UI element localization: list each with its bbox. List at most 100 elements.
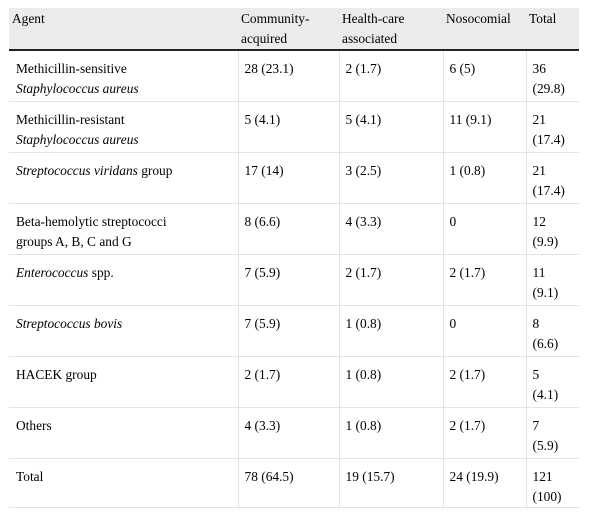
total-value: 21 xyxy=(532,111,546,127)
agent-cell: Others xyxy=(9,407,238,459)
health-care-associated-cell: 4 (3.3) xyxy=(338,203,443,255)
agent-cell: Enterococcus spp. xyxy=(9,254,238,306)
table-body: Methicillin-sensitive Staphylococcus aure… xyxy=(9,50,579,508)
total-cell: 5 (4.1) xyxy=(525,356,579,408)
total-cell: 121 (100) xyxy=(525,458,579,508)
agent-name: Total xyxy=(16,468,44,484)
total-value: (17.4) xyxy=(532,131,565,147)
table-row: Enterococcus spp. 7 (5.9) 2 (1.7) 2 (1.7) 11… xyxy=(9,254,579,306)
header-row: Agent Community-acquired Health-care asso… xyxy=(9,8,579,51)
header-nosocomial: Nosocomial xyxy=(443,8,526,51)
agent-cell: Streptococcus bovis xyxy=(9,305,238,357)
community-acquired-cell: 78 (64.5) xyxy=(237,458,339,508)
community-acquired-cell: 5 (4.1) xyxy=(237,101,339,153)
total-cell: 36 (29.8) xyxy=(525,50,579,102)
nosocomial-cell: 2 (1.7) xyxy=(442,254,526,306)
header-total: Total xyxy=(526,8,579,51)
total-value: 21 xyxy=(532,162,546,178)
header-health-care-associated: Health-care associated xyxy=(339,8,443,51)
agent-name: Methicillin-resistant xyxy=(16,111,125,127)
total-cell: 21 (17.4) xyxy=(525,101,579,153)
community-acquired-cell: 17 (14) xyxy=(237,152,339,204)
community-acquired-cell: 4 (3.3) xyxy=(237,407,339,459)
agent-name: Streptococcus viridans xyxy=(16,162,138,178)
nosocomial-cell: 6 (5) xyxy=(442,50,526,102)
total-value: 36 xyxy=(532,61,546,76)
nosocomial-cell: 1 (0.8) xyxy=(442,152,526,204)
table-row: Total 78 (64.5) 19 (15.7) 24 (19.9) 121 (100) xyxy=(9,458,579,508)
nosocomial-cell: 0 xyxy=(442,203,526,255)
header-text: Agent xyxy=(12,11,45,26)
health-care-associated-cell: 2 (1.7) xyxy=(338,50,443,102)
table-row: HACEK group 2 (1.7) 1 (0.8) 2 (1.7) 5 (4.1) xyxy=(9,356,579,408)
agent-cell: Methicillin-sensitive Staphylococcus aure… xyxy=(9,50,238,102)
total-value: 11 xyxy=(532,264,546,280)
health-care-associated-cell: 1 (0.8) xyxy=(338,305,443,357)
total-value: (17.4) xyxy=(532,182,565,198)
total-value: (9.9) xyxy=(532,233,559,249)
agent-cell: Streptococcus viridans group xyxy=(9,152,238,204)
table-header: Agent Community-acquired Health-care asso… xyxy=(9,8,579,51)
header-text: Nosocomial xyxy=(446,11,511,26)
nosocomial-cell: 0 xyxy=(442,305,526,357)
agent-name: Beta-hemolytic streptococci xyxy=(16,213,167,229)
table-row: Methicillin-resistant Staphylococcus aure… xyxy=(9,101,579,153)
health-care-associated-cell: 2 (1.7) xyxy=(338,254,443,306)
health-care-associated-cell: 1 (0.8) xyxy=(338,356,443,408)
total-value: (9.1) xyxy=(532,284,559,300)
agent-cell: Beta-hemolytic streptococci groups A, B, … xyxy=(9,203,238,255)
total-value: (4.1) xyxy=(532,386,559,402)
agent-name: Others xyxy=(16,417,52,433)
total-value: (29.8) xyxy=(532,81,565,96)
total-value: (5.9) xyxy=(532,437,559,453)
total-cell: 7 (5.9) xyxy=(525,407,579,459)
total-value: 8 xyxy=(532,315,540,331)
header-community-acquired: Community-acquired xyxy=(238,8,339,51)
agent-cell: Methicillin-resistant Staphylococcus aure… xyxy=(9,101,238,153)
header-text: acquired xyxy=(241,31,288,46)
health-care-associated-cell: 3 (2.5) xyxy=(338,152,443,204)
total-value: 7 xyxy=(532,417,540,433)
community-acquired-cell: 8 (6.6) xyxy=(237,203,339,255)
table-row: Methicillin-sensitive Staphylococcus aure… xyxy=(9,50,579,102)
health-care-associated-cell: 19 (15.7) xyxy=(338,458,443,508)
table-row: Others 4 (3.3) 1 (0.8) 2 (1.7) 7 (5.9) xyxy=(9,407,579,459)
nosocomial-cell: 11 (9.1) xyxy=(442,101,526,153)
total-value: (100) xyxy=(532,488,562,504)
agent-name: Staphylococcus aureus xyxy=(16,131,139,147)
header-text: associated xyxy=(342,31,398,46)
nosocomial-cell: 2 (1.7) xyxy=(442,356,526,408)
agent-name: Staphylococcus aureus xyxy=(16,81,139,96)
agent-name: HACEK group xyxy=(16,366,97,382)
health-care-associated-cell: 1 (0.8) xyxy=(338,407,443,459)
nosocomial-cell: 24 (19.9) xyxy=(442,458,526,508)
total-cell: 21 (17.4) xyxy=(525,152,579,204)
total-value: 121 xyxy=(532,468,553,484)
table-row: Streptococcus viridans group 17 (14) 3 (2.… xyxy=(9,152,579,204)
health-care-associated-cell: 5 (4.1) xyxy=(338,101,443,153)
agent-name: group xyxy=(137,162,173,178)
header-agent: Agent xyxy=(9,8,238,51)
table-row: Beta-hemolytic streptococci groups A, B, … xyxy=(9,203,579,255)
agent-name: groups A, B, C and G xyxy=(16,233,132,249)
agent-name: spp. xyxy=(88,264,114,280)
nosocomial-cell: 2 (1.7) xyxy=(442,407,526,459)
total-cell: 12 (9.9) xyxy=(525,203,579,255)
community-acquired-cell: 7 (5.9) xyxy=(237,305,339,357)
total-value: (6.6) xyxy=(532,335,559,351)
total-value: 5 xyxy=(532,366,540,382)
total-value: 12 xyxy=(532,213,546,229)
agent-name: Enterococcus xyxy=(16,264,89,280)
community-acquired-cell: 7 (5.9) xyxy=(237,254,339,306)
table-row: Streptococcus bovis 7 (5.9) 1 (0.8) 0 8 (6.6) xyxy=(9,305,579,357)
total-cell: 11 (9.1) xyxy=(525,254,579,306)
agent-name: Streptococcus bovis xyxy=(16,315,123,331)
agents-table: Agent Community-acquired Health-care asso… xyxy=(9,8,579,508)
header-text: Health-care xyxy=(342,11,405,26)
agent-cell: Total xyxy=(9,458,238,508)
header-text: Total xyxy=(529,11,557,26)
community-acquired-cell: 2 (1.7) xyxy=(237,356,339,408)
agent-name: Methicillin-sensitive xyxy=(16,61,127,76)
community-acquired-cell: 28 (23.1) xyxy=(237,50,339,102)
agent-cell: HACEK group xyxy=(9,356,238,408)
